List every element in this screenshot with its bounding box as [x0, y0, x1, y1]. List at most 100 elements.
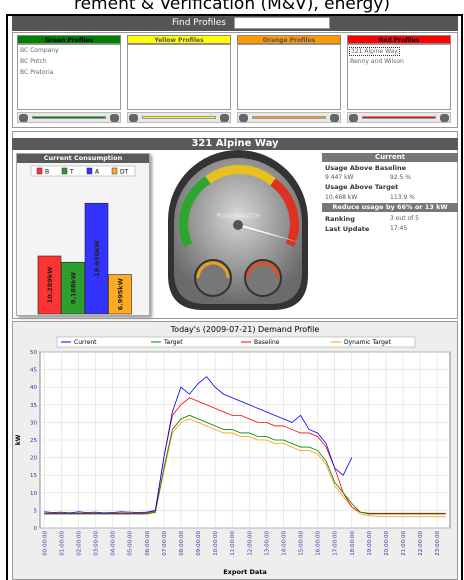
profile-header: Red Profiles — [347, 35, 451, 44]
legend-label: Target — [163, 339, 183, 346]
x-tick-label: 15:00:00 — [299, 531, 305, 556]
consumption-title: Current Consumption — [17, 154, 149, 163]
scroll-bar — [347, 112, 451, 123]
status-value: 92.5 % — [390, 174, 411, 181]
x-tick-label: 05:00:00 — [128, 531, 134, 556]
status-value: 9.447 kW — [325, 174, 354, 181]
status-label: Usage Above Target — [325, 183, 398, 191]
status-value: 3 out of 5 — [390, 215, 419, 222]
y-tick-label: 35 — [30, 403, 37, 409]
x-tick-label: 20:00:00 — [384, 531, 390, 556]
x-tick-label: 02:00:00 — [76, 531, 82, 556]
status-advice: Reduce usage by 66% or 13 kW — [322, 203, 458, 212]
scroll-bar — [17, 112, 121, 123]
x-tick-label: 16:00:00 — [316, 531, 322, 556]
y-tick-label: 15 — [30, 473, 37, 479]
scroll-thumb — [142, 116, 216, 119]
legend-swatch — [37, 168, 42, 174]
bar-value-label: 10.289kW — [46, 267, 54, 304]
x-tick-label: 21:00:00 — [401, 531, 407, 556]
scroll-button[interactable] — [440, 114, 449, 122]
x-tick-label: 06:00:00 — [145, 531, 151, 556]
scroll-button[interactable] — [19, 114, 28, 122]
legend-label: Current — [74, 339, 97, 346]
bar-value-label: 9.188kW — [70, 272, 78, 304]
site-title: 321 Alpine Way — [12, 138, 458, 150]
profile-item[interactable]: 321 Alpine Way — [349, 47, 400, 56]
scroll-button[interactable] — [239, 114, 248, 122]
x-tick-label: 19:00:00 — [367, 531, 373, 556]
profile-header: Green Profiles — [17, 35, 121, 44]
x-tick-label: 09:00:00 — [196, 531, 202, 556]
legend-label: Dynamic Target — [344, 339, 392, 346]
x-tick-label: 18:00:00 — [350, 531, 356, 556]
legend-swatch — [87, 168, 92, 174]
x-tick-label: 14:00:00 — [281, 531, 287, 556]
x-tick-label: 00:00:00 — [42, 531, 48, 556]
y-tick-label: 45 — [30, 368, 37, 374]
x-axis-label: Export Data — [223, 568, 267, 576]
x-tick-label: 13:00:00 — [264, 531, 270, 556]
status-label: Usage Above Baseline — [325, 164, 406, 172]
x-tick-label: 23:00:00 — [435, 531, 441, 556]
status-value: 17:45 — [390, 225, 407, 232]
profile-list: 321 Alpine Way Benny and Wilson — [347, 44, 451, 110]
legend-label: Baseline — [254, 339, 280, 346]
scroll-button[interactable] — [330, 114, 339, 122]
gauge-face — [174, 158, 302, 304]
search-input[interactable] — [234, 17, 330, 29]
x-tick-label: 08:00:00 — [179, 531, 185, 556]
gauge: POWERWATCH — [158, 150, 318, 315]
status-value: 10.468 kW — [325, 194, 357, 201]
profile-list — [127, 44, 231, 110]
scroll-button[interactable] — [220, 114, 229, 122]
x-tick-label: 12:00:00 — [247, 531, 253, 556]
y-tick-label: 0 — [34, 526, 38, 532]
y-tick-label: 10 — [30, 491, 37, 497]
scroll-bar — [237, 112, 341, 123]
profile-item[interactable]: BC Pretoria — [19, 69, 54, 76]
legend-label: B — [45, 169, 49, 176]
status-panel: Current Usage Above Baseline 9.447 kW 92… — [322, 153, 458, 241]
sub-dial — [245, 260, 281, 296]
x-tick-label: 17:00:00 — [333, 531, 339, 556]
x-tick-label: 22:00:00 — [418, 531, 424, 556]
bar-value-label: 6.995kW — [117, 278, 125, 310]
profile-item[interactable]: BC Company — [19, 47, 60, 54]
legend-label: DT — [120, 169, 129, 176]
scroll-thumb — [362, 116, 436, 119]
profile-item[interactable]: Benny and Wilson — [349, 58, 405, 65]
legend-swatch — [112, 168, 117, 174]
status-label: Last Update — [325, 225, 369, 233]
search-bar: Find Profiles — [12, 16, 458, 31]
y-tick-label: 5 — [34, 508, 38, 514]
scroll-button[interactable] — [110, 114, 119, 122]
gauge-hub — [233, 220, 243, 230]
profile-header: Orange Profiles — [237, 35, 341, 44]
y-tick-label: 20 — [30, 456, 37, 462]
status-header: Current — [322, 153, 458, 162]
profile-item[interactable]: BC Potch — [19, 58, 48, 65]
y-tick-label: 40 — [30, 385, 37, 391]
gauge-brand: POWERWATCH — [216, 213, 259, 220]
x-tick-label: 10:00:00 — [213, 531, 219, 556]
bar-value-label: 19.650kW — [93, 240, 101, 277]
status-value: 113.9 % — [390, 194, 415, 201]
demand-chart: Today's (2009-07-21) Demand Profile05101… — [12, 322, 458, 580]
profile-list — [237, 44, 341, 110]
status-label: Ranking — [325, 215, 355, 223]
scroll-button[interactable] — [349, 114, 358, 122]
y-tick-label: 25 — [30, 438, 37, 444]
x-tick-label: 11:00:00 — [230, 531, 236, 556]
x-tick-label: 01:00:00 — [59, 531, 65, 556]
x-tick-label: 03:00:00 — [94, 531, 100, 556]
profiles-panel: Green Profiles BC Company BC Potch BC Preto… — [12, 32, 458, 128]
y-axis-label: kW — [15, 434, 22, 445]
scroll-button[interactable] — [129, 114, 138, 122]
profile-list: BC Company BC Potch BC Pretoria — [17, 44, 121, 110]
legend-swatch — [62, 168, 67, 174]
x-tick-label: 07:00:00 — [162, 531, 168, 556]
x-tick-label: 04:00:00 — [111, 531, 117, 556]
scroll-thumb — [32, 116, 106, 119]
